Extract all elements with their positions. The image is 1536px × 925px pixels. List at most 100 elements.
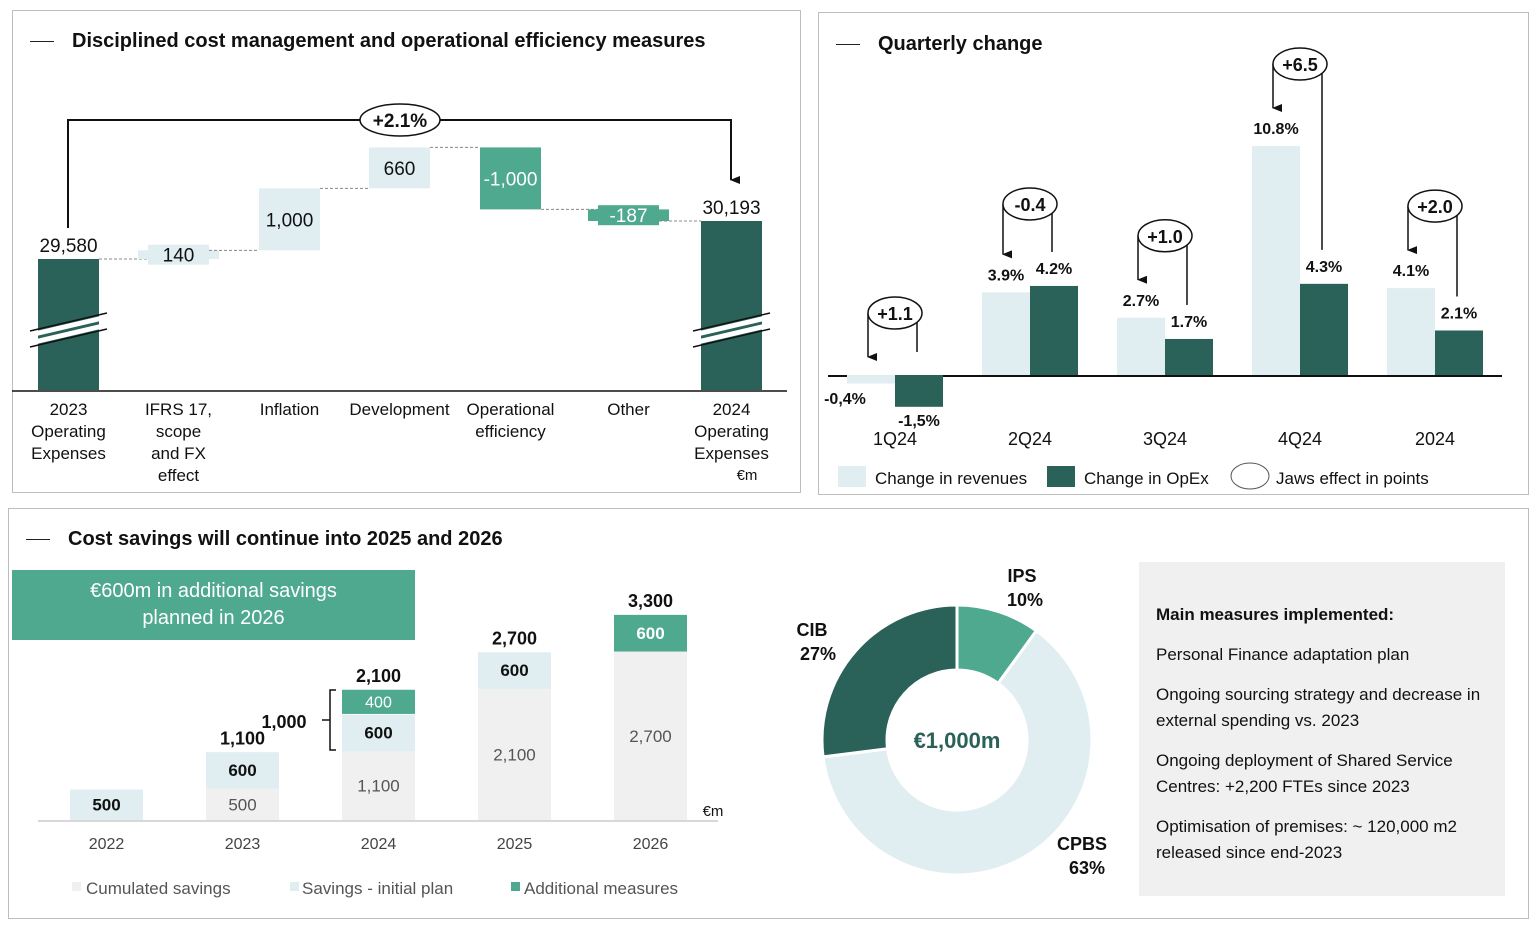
measure-item: Ongoing deployment of Shared Service Cen… — [1156, 751, 1453, 796]
legend-swatch — [72, 882, 81, 891]
segment-label: 1,100 — [357, 777, 400, 796]
panel1-title: Disciplined cost management and operatio… — [30, 30, 706, 53]
segment-label: 500 — [228, 795, 256, 814]
total-label: 1,100 — [220, 728, 265, 748]
legend-swatch-opex — [1047, 466, 1075, 487]
savings-segment — [342, 713, 415, 752]
slice-name: IPS — [1007, 566, 1036, 586]
segment-label: 600 — [636, 624, 664, 643]
donut-slice — [820, 603, 959, 759]
opex-bar — [1030, 285, 1078, 375]
waterfall-bar — [148, 244, 209, 265]
category-label: IFRS 17, — [145, 400, 212, 419]
measure-item: Ongoing sourcing strategy and decrease i… — [1156, 685, 1481, 730]
revenue-value-label: 3.9% — [988, 267, 1024, 284]
total-label: 2,100 — [356, 666, 401, 686]
savings-segment — [614, 651, 687, 820]
segment-label: 400 — [365, 694, 392, 711]
jaws-value: +6.5 — [1282, 55, 1318, 75]
legend-label: Jaws effect in points — [1276, 469, 1429, 488]
jaws-ellipse — [1407, 189, 1463, 223]
donut-slice — [821, 628, 1094, 877]
legend-swatch — [290, 882, 299, 891]
category-label: efficiency — [475, 422, 546, 441]
segment-label: 2,700 — [629, 727, 672, 746]
slice-percent: 10% — [1007, 590, 1043, 610]
revenue-bar — [1117, 317, 1165, 375]
quarter-label: 2Q24 — [1008, 429, 1052, 449]
measure-item: Optimisation of premises: ~ 120,000 m2 r… — [1156, 817, 1457, 862]
measure-item: Personal Finance adaptation plan — [1156, 645, 1410, 664]
jaws-ellipse — [867, 296, 923, 330]
axis-break-mark — [29, 312, 108, 348]
unit-label: €m — [703, 803, 724, 820]
revenue-bar — [1252, 146, 1300, 375]
category-label: Operating — [31, 422, 106, 441]
slice-name: CPBS — [1057, 834, 1107, 854]
waterfall-bar — [598, 205, 659, 226]
axis-break-mark — [29, 314, 108, 346]
category-label: scope — [156, 422, 201, 441]
legend-label: Savings - initial plan — [302, 879, 453, 898]
title-text: Disciplined cost management and operatio… — [72, 30, 706, 52]
savings-segment — [206, 751, 279, 789]
title-text: Quarterly change — [878, 33, 1043, 55]
savings-segment — [614, 614, 687, 652]
segment-label: 600 — [500, 661, 528, 680]
quarter-label: 2024 — [1415, 429, 1455, 449]
year-label: 2024 — [361, 836, 397, 853]
axis-break-mark — [692, 314, 771, 346]
category-label: 2024 — [713, 400, 751, 419]
legend-label: Additional measures — [524, 879, 678, 898]
jaws-value: +2.0 — [1417, 197, 1453, 217]
axis-break-mark — [692, 312, 771, 348]
panel-quarterly-change — [818, 12, 1529, 495]
revenue-bar — [982, 292, 1030, 375]
jaws-value: -0.4 — [1014, 195, 1045, 215]
revenue-bar — [1387, 288, 1435, 375]
revenue-value-label: -0,4% — [824, 391, 866, 408]
revenue-value-label: 10.8% — [1253, 121, 1298, 138]
opex-bar — [1435, 330, 1483, 375]
legend-label: Change in OpEx — [1084, 469, 1209, 488]
opex-value-label: 4.3% — [1306, 259, 1342, 276]
unit-label: €m — [737, 467, 758, 484]
waterfall-total-label: 29,580 — [39, 236, 97, 257]
category-label: Operational — [467, 400, 555, 419]
opex-value-label: 2.1% — [1441, 305, 1477, 322]
panel-cost-bridge — [12, 10, 801, 493]
year-label: 2025 — [497, 836, 533, 853]
savings-segment — [478, 688, 551, 820]
opex-bar — [895, 375, 943, 407]
donut-center-label: €1,000m — [914, 728, 1001, 753]
savings-segment — [342, 751, 415, 820]
total-label: 3,300 — [628, 591, 673, 611]
growth-annotation: +2.1% — [373, 111, 428, 132]
total-label: 2,700 — [492, 629, 537, 649]
slice-percent: 63% — [1069, 858, 1105, 878]
legend-swatch-revenues — [838, 466, 866, 487]
waterfall-value-label: 140 — [163, 246, 195, 267]
savings-segment — [478, 651, 551, 689]
opex-bar — [1165, 338, 1213, 375]
legend-swatch — [511, 882, 520, 891]
category-label: Development — [349, 400, 449, 419]
revenue-value-label: 4.1% — [1393, 263, 1429, 280]
category-label: Operating — [694, 422, 769, 441]
banner-line: €600m in additional savings — [90, 580, 337, 602]
revenue-value-label: 2.7% — [1123, 293, 1159, 310]
year-label: 2026 — [633, 836, 669, 853]
quarter-label: 3Q24 — [1143, 429, 1187, 449]
savings-segment — [70, 788, 143, 820]
opex-bar — [1300, 283, 1348, 375]
savings-banner: €600m in additional savings planned in 20… — [12, 570, 415, 640]
category-label: Expenses — [694, 444, 769, 463]
title-text: Cost savings will continue into 2025 and… — [68, 528, 503, 550]
year-label: 2022 — [89, 836, 125, 853]
slice-percent: 27% — [800, 644, 836, 664]
opex-value-label: 4.2% — [1036, 261, 1072, 278]
savings-segment — [342, 688, 415, 714]
waterfall-bar — [369, 147, 430, 189]
waterfall-value-label: 1,000 — [266, 210, 314, 231]
